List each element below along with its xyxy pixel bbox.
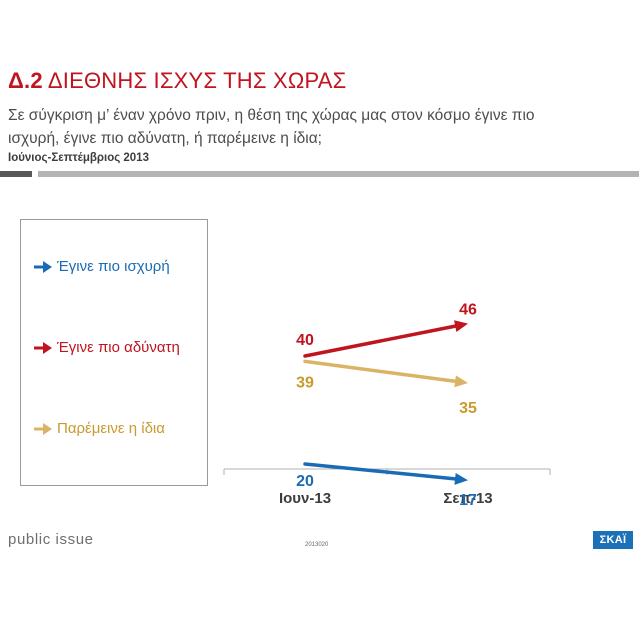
data-label: 39 [296,374,314,391]
arrow-head [454,472,468,485]
header-divider-light [38,171,639,177]
legend-item-same: Παρέμεινε η ίδια [33,420,165,437]
survey-period: Ιούνιος-Σεπτέμβριος 2013 [8,152,149,164]
legend: Έγινε πιο ισχυρή Έγινε πιο αδύνατη Παρέμ… [20,219,208,486]
data-label: 17 [459,492,477,509]
data-label: 20 [296,473,314,490]
title-text: ΔΙΕΘΝΗΣ ΙΣΧΥΣ ΤΗΣ ΧΩΡΑΣ [47,68,347,93]
brand-skai-logo: ΣΚΑΪ [593,531,633,549]
legend-item-stronger: Έγινε πιο ισχυρή [33,258,170,275]
x-tick-label: Ιουν-13 [279,490,331,507]
chart-subtitle: Σε σύγκριση μ’ έναν χρόνο πριν, η θέση τ… [8,107,535,147]
report-code: 2013020 [305,542,329,548]
data-label: 35 [459,400,477,417]
arrow-head [454,320,468,333]
legend-item-weaker: Έγινε πιο αδύνατη [33,339,180,356]
arrow-right-icon [34,341,52,354]
data-label: 46 [459,302,477,319]
legend-label-weaker: Έγινε πιο αδύνατη [57,339,180,356]
series-line [303,462,457,481]
section-code: Δ.2 [8,68,43,93]
chart-title: Δ.2 ΔΙΕΘΝΗΣ ΙΣΧΥΣ ΤΗΣ ΧΩΡΑΣ [8,68,346,94]
legend-label-same: Παρέμεινε η ίδια [57,420,165,437]
brand-public-issue: public issue [8,531,94,548]
series-line [303,359,457,384]
arrow-right-icon [34,422,52,435]
header-divider-dark [0,171,32,177]
arrow-head [454,375,468,388]
series-line [303,324,457,358]
legend-label-stronger: Έγινε πιο ισχυρή [57,258,170,275]
x-tick-label: Σεπ-13 [443,490,492,507]
data-label: 40 [296,332,314,349]
arrow-right-icon [34,260,52,273]
